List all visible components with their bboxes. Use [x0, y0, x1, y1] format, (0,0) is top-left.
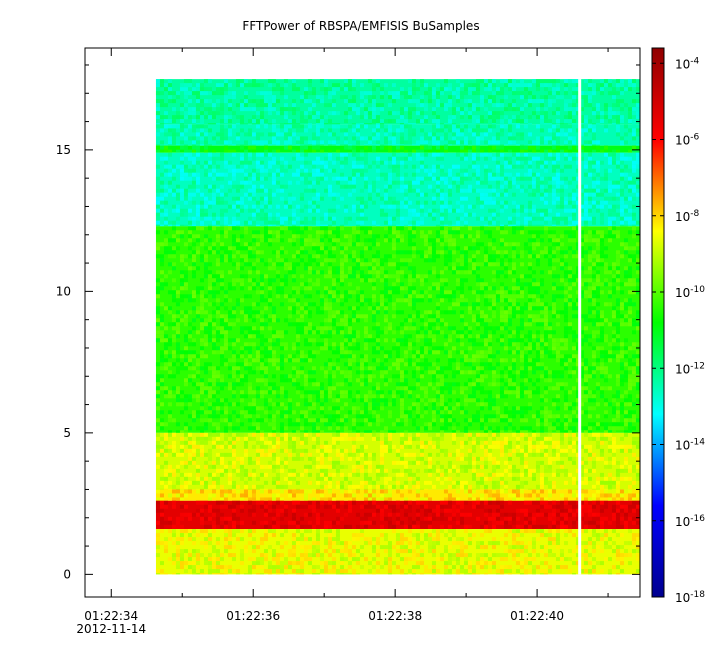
data-gap	[578, 79, 582, 575]
spectrogram-band	[155, 529, 640, 575]
spectrogram-band	[155, 124, 640, 146]
spectrogram-band	[155, 152, 640, 227]
plot-frame	[84, 47, 641, 598]
y-tick-label: 15	[56, 143, 71, 157]
colorbar-tick-label: 10-8	[675, 209, 700, 224]
colorbar-tick-label: 10-10	[675, 285, 705, 300]
spectrogram-band	[155, 489, 640, 501]
x-tick-label: 01:22:40	[510, 609, 564, 623]
y-tick-label: 0	[63, 567, 71, 581]
y-tick-label: 10	[56, 284, 71, 298]
y-axis: 0 5 10 15	[56, 64, 640, 581]
spectrogram-band	[155, 500, 640, 530]
spectrogram-band	[155, 226, 640, 433]
y-tick-label: 5	[63, 426, 71, 440]
x-tick-date: 2012-11-14	[76, 622, 146, 636]
spectrogram-band	[155, 145, 640, 153]
chart-title: FFTPower of RBSPA/EMFISIS BuSamples	[242, 19, 479, 33]
colorbar	[651, 47, 665, 598]
spectrogram-band	[155, 432, 640, 490]
colorbar-tick-label: 10-16	[675, 514, 705, 529]
colorbar-tick-label: 10-4	[675, 56, 700, 71]
x-tick-label: 01:22:38	[368, 609, 422, 623]
colorbar-tick-label: 10-12	[675, 361, 705, 376]
x-tick-label: 01:22:36	[226, 609, 280, 623]
spectrogram-band	[155, 79, 640, 125]
x-tick-label: 01:22:34	[84, 609, 138, 623]
colorbar-tick-label: 10-18	[675, 590, 705, 605]
colorbar-tick-label: 10-14	[675, 438, 705, 453]
colorbar-tick-label: 10-6	[675, 133, 700, 148]
colorbar-axis: 10-18 10-16 10-14 10-12 10-10 10-8 10-6 10-4	[652, 56, 705, 605]
